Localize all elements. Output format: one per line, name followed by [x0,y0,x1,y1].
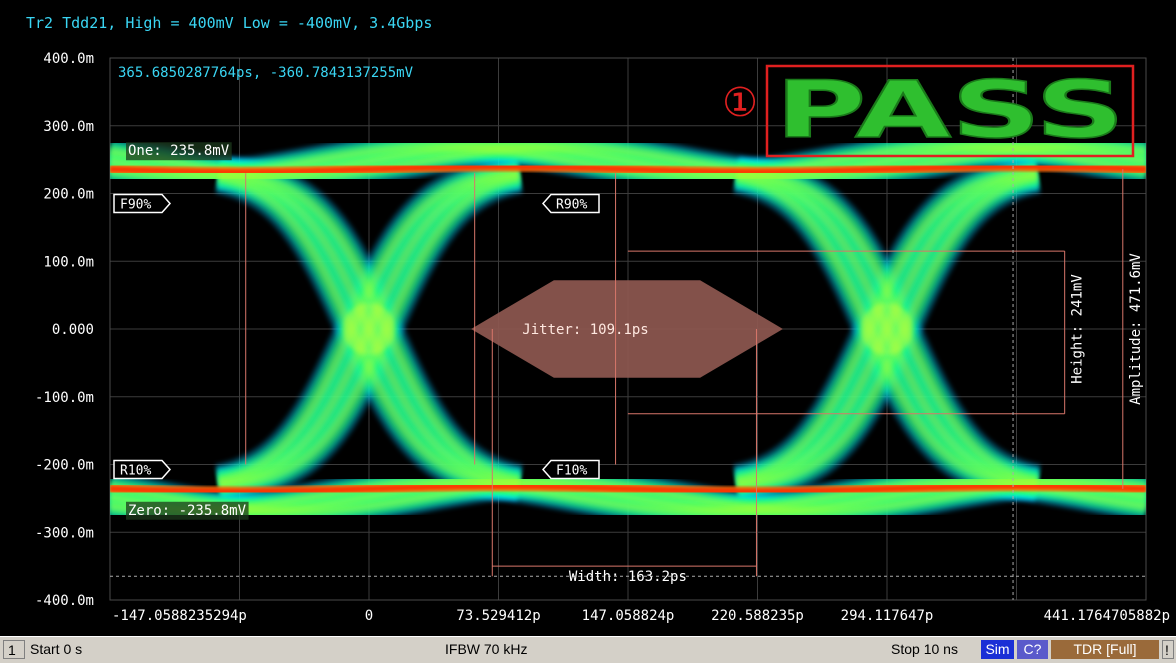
r10-tag-shape [113,459,172,480]
eye-fall-band [0,177,1,485]
eye-fall-band [0,172,1,480]
eye-fall-band [218,167,520,485]
eye-rise-band [218,173,520,491]
eye-rise-band [0,177,1,485]
r10-tag: R10% [113,459,172,480]
start-time[interactable]: Start 0 s [30,641,83,657]
pass-verdict: PASS [775,66,1125,156]
y-tick-label: -100.0m [35,390,94,406]
one-level-label: One: 235.8mV [128,143,230,159]
r90-tag-text: R90% [556,198,587,213]
eye-crossing-glow [343,303,395,355]
eye-traces [0,130,1146,528]
eye-fall-band [0,172,1,480]
status-bar: 1 Start 0 s IFBW 70 kHz Stop 10 ns Sim C… [0,636,1176,663]
index-marker: ① [722,80,758,126]
y-tick-label: -200.0m [35,458,94,474]
eye-crossing-glow [861,303,913,355]
correction-badge[interactable]: C? [1017,640,1048,659]
x-tick-label: -147.0588235294p [112,608,247,624]
eye-fall-band [0,174,1,483]
eye-fall-band [0,174,1,483]
x-tick-label: 73.529412p [456,608,540,624]
eye-mask-polygon [471,280,783,378]
zero-level-label-bg [126,501,249,520]
eye-rise-band [0,172,1,480]
stop-time[interactable]: Stop 10 ns [891,641,958,657]
sim-badge[interactable]: Sim [981,640,1014,659]
eye-rise-band [0,172,1,480]
r10-tag-text: R10% [120,464,151,479]
tdr-badge[interactable]: TDR [Full] [1051,640,1159,659]
eye-fall-band [0,172,1,480]
eye-fall-band [0,177,1,485]
eye-hot-rail [110,483,1146,495]
y-tick-label: 100.0m [43,254,94,270]
eye-rise-band [0,174,1,483]
height-label: Height: 241mV [1070,274,1086,384]
eye-rise-band [0,174,1,483]
width-label: Width: 163.2ps [569,569,687,585]
y-tick-label: 400.0m [43,51,94,67]
eye-rise-band [0,177,1,485]
eye-diagram-plot: One: 235.8mV Zero: -235.8mV Jitter: 109.1p… [0,14,1170,624]
oscilloscope-screen: One: 235.8mV Zero: -235.8mV Jitter: 109.1p… [0,14,1170,624]
eye-fall-band [0,174,1,483]
eye-fall-band [0,177,1,485]
eye-fall-band [736,167,1038,485]
y-tick-label: 200.0m [43,187,94,203]
trace-title: Tr2 Tdd21, High = 400mV Low = -400mV, 3.… [26,14,432,32]
axis-ticks: 400.0m 300.0m 200.0m 100.0m 0.000 -100.0m -200… [35,51,1170,624]
screen-annotations: Tr2 Tdd21, High = 400mV Low = -400mV, 3.… [26,14,1135,158]
y-tick-label: 300.0m [43,119,94,135]
alert-indicator[interactable]: ! [1162,640,1174,659]
x-tick-label: 0 [365,608,373,624]
y-tick-label: 0.000 [52,322,94,338]
x-tick-label: 441.1764705882p [1044,608,1170,624]
eye-fall-band [0,174,1,483]
r90-tag: R90% [541,193,600,214]
f90-tag-text: F90% [120,198,151,213]
eye-rise-band [0,174,1,483]
x-tick-label: 294.117647p [841,608,934,624]
eye-fall-band [0,177,1,485]
y-tick-label: -400.0m [35,593,94,609]
eye-rise-band [0,177,1,485]
eye-mask-layer [471,280,783,378]
eye-rise-band [0,172,1,480]
f10-tag-text: F10% [556,464,587,479]
eye-rise-band [0,172,1,480]
jitter-label: Jitter: 109.1ps [522,322,648,338]
eye-rise-band [0,174,1,483]
f10-tag-shape [541,459,600,480]
ifbw-readout[interactable]: IFBW 70 kHz [445,641,528,657]
f90-tag: F90% [113,193,172,214]
measurement-overlay: One: 235.8mV Zero: -235.8mV Jitter: 109.1p… [110,58,1146,600]
plot-border [109,57,1147,601]
x-tick-label: 220.588235p [711,608,804,624]
zero-level-label: Zero: -235.8mV [128,503,247,519]
eye-fall-band [0,172,1,480]
pass-frame [765,64,1135,158]
eye-rise-band [736,173,1038,491]
amplitude-label: Amplitude: 471.6mV [1128,253,1144,405]
f90-tag-shape [113,193,172,214]
eye-hot-rail [110,163,1146,175]
f10-tag: F10% [541,459,600,480]
r90-tag-shape [541,193,600,214]
y-tick-label: -300.0m [35,525,94,541]
one-level-label-bg [126,142,232,161]
x-tick-label: 147.058824p [582,608,675,624]
channel-indicator[interactable]: 1 [3,640,25,659]
marker-readout: 365.6850287764ps, -360.7843137255mV [118,65,414,81]
eye-rise-band [0,177,1,485]
